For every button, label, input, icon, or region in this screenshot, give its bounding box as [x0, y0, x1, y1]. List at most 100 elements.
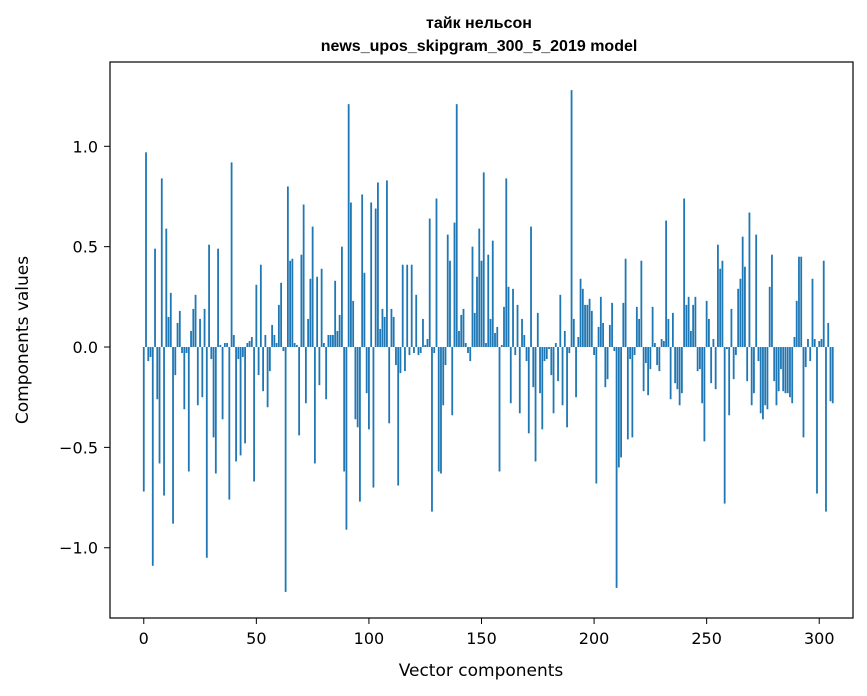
bar-122: [417, 347, 420, 356]
bar-205: [604, 347, 607, 388]
bar-180: [548, 347, 550, 350]
bar-38: [228, 347, 231, 500]
bar-218: [633, 347, 636, 356]
bar-237: [676, 347, 679, 390]
bar-26: [201, 347, 204, 398]
bar-194: [579, 278, 582, 348]
bar-208: [611, 302, 613, 348]
bar-247: [699, 347, 701, 370]
bar-181: [550, 347, 553, 376]
bar-67: [293, 343, 296, 348]
bar-82: [327, 334, 330, 348]
bar-128: [431, 347, 433, 512]
bar-216: [629, 347, 631, 360]
bar-24: [196, 347, 199, 406]
bar-295: [807, 339, 809, 348]
bar-240: [683, 198, 686, 348]
bar-245: [694, 296, 697, 348]
bar-113: [397, 347, 400, 486]
bar-11: [167, 316, 170, 348]
bar-174: [534, 347, 537, 462]
bar-117: [406, 264, 409, 348]
bar-141: [460, 314, 463, 348]
bar-121: [415, 294, 418, 348]
bar-52: [259, 264, 262, 348]
bar-278: [768, 286, 771, 348]
bar-248: [701, 347, 704, 404]
bar-127: [428, 218, 431, 348]
bar-45: [244, 347, 246, 444]
bar-133: [442, 347, 445, 406]
bar-129: [433, 347, 436, 354]
bar-166: [516, 304, 519, 348]
bar-14: [174, 347, 177, 376]
bar-202: [597, 326, 600, 348]
bar-211: [617, 347, 620, 468]
bar-132: [440, 347, 442, 474]
bar-276: [764, 347, 767, 406]
bar-168: [521, 318, 523, 348]
bar-106: [381, 308, 384, 348]
bar-282: [777, 347, 780, 392]
bar-143: [464, 343, 467, 348]
bar-22: [192, 308, 195, 348]
x-axis-label: Vector components: [399, 661, 564, 681]
bar-53: [262, 347, 264, 392]
bar-259: [726, 347, 728, 350]
bar-18: [183, 347, 186, 410]
bar-79: [320, 268, 323, 348]
bar-88: [341, 246, 343, 348]
bar-253: [712, 339, 715, 348]
bar-23: [194, 294, 197, 348]
bar-223: [644, 347, 647, 364]
bar-287: [789, 347, 791, 398]
x-tick-label: 200: [579, 629, 610, 648]
bar-118: [408, 347, 411, 356]
bar-13: [172, 347, 174, 524]
bar-288: [791, 347, 794, 404]
bar-222: [642, 347, 645, 392]
bar-291: [798, 256, 800, 348]
bar-262: [732, 347, 735, 380]
bar-198: [588, 298, 591, 348]
bar-183: [554, 343, 557, 348]
bar-65: [289, 260, 292, 348]
bar-25: [199, 318, 201, 348]
bar-294: [804, 347, 807, 368]
x-tick-label: 250: [691, 629, 722, 648]
bar-252: [710, 347, 713, 384]
bar-130: [435, 198, 438, 348]
bar-257: [721, 260, 724, 348]
bar-61: [280, 282, 283, 348]
bar-284: [782, 347, 785, 392]
bar-162: [507, 286, 510, 348]
bar-1: [145, 152, 147, 348]
bar-196: [584, 304, 586, 348]
bar-85: [334, 280, 337, 348]
bar-152: [485, 343, 487, 348]
bar-206: [606, 347, 609, 380]
bar-179: [545, 347, 548, 360]
bar-102: [372, 347, 375, 488]
bar-98: [363, 272, 366, 348]
bar-233: [667, 318, 670, 348]
bar-146: [471, 246, 474, 348]
bar-63: [284, 347, 287, 592]
bar-293: [802, 347, 805, 438]
bar-92: [350, 202, 352, 348]
bar-256: [719, 268, 722, 348]
bar-119: [410, 264, 413, 348]
bar-66: [291, 258, 294, 348]
bar-135: [446, 234, 449, 348]
x-tick-label: 50: [246, 629, 266, 648]
bar-219: [635, 306, 638, 348]
bar-193: [577, 336, 580, 348]
bar-172: [530, 226, 532, 348]
bar-238: [678, 347, 681, 406]
bar-167: [518, 347, 521, 414]
bar-263: [735, 347, 737, 356]
plot-frame: [109, 61, 854, 619]
bar-145: [469, 347, 472, 362]
bar-261: [730, 308, 733, 348]
bar-182: [552, 347, 555, 414]
